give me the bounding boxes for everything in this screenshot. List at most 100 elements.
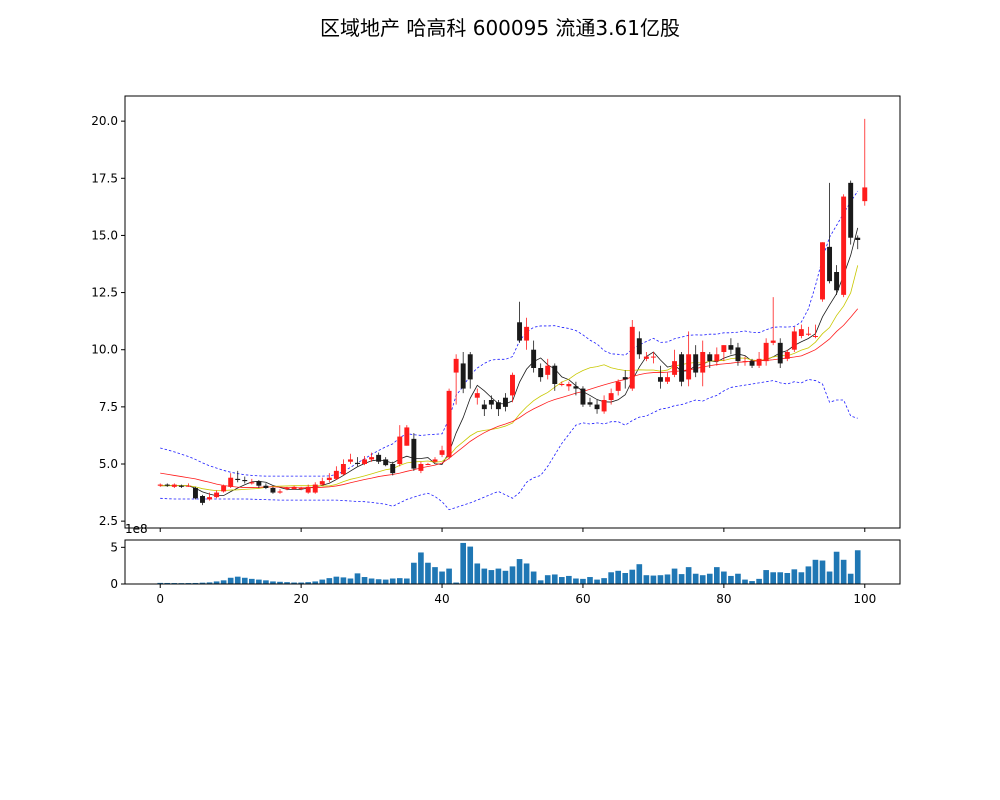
candle [207,492,213,501]
candle [502,393,508,412]
candle-body [411,438,417,469]
candle-body [559,384,565,385]
candle-body [538,368,544,378]
candle [834,265,840,295]
volume-bar [629,569,636,584]
volume-bar [791,569,798,584]
candle [841,194,847,298]
volume-bar [847,573,854,584]
volume-bar [812,559,819,584]
volume-x-tick-label: 20 [293,592,308,606]
candle [510,372,515,403]
candle-body [390,464,396,474]
volume-bar [396,578,403,584]
candle [474,388,480,405]
volume-bar [375,579,382,584]
candle-body [827,246,833,282]
candle [714,347,720,366]
volume-bar [650,575,657,584]
candle [524,317,530,350]
candle [573,381,579,396]
volume-bar [523,563,530,584]
candle [552,363,558,391]
candle [728,338,734,355]
candle-body [164,484,170,486]
candle-body [707,354,713,362]
candle-body [467,354,473,380]
candle-body [369,457,375,460]
candle [615,379,621,396]
candle [812,324,818,339]
candle [488,395,494,410]
candle-body [474,393,480,398]
candle [791,326,797,352]
candle [784,349,790,362]
volume-bar [685,567,692,584]
volume-bar [361,577,368,584]
candle-body [263,485,269,488]
candle-body [643,356,649,359]
price-y-tick-label: 15.0 [91,228,118,242]
price-y-tick-label: 17.5 [91,171,118,185]
candle [362,456,368,466]
candle-body [347,459,353,462]
candle-body [157,484,163,486]
volume-bar [573,578,579,584]
candle-body [841,196,847,295]
candle-body [587,402,593,405]
candle-body [657,377,663,382]
candle [495,400,501,416]
candle [312,482,318,494]
candle [319,477,325,486]
price-y-tick-label: 5.0 [99,457,118,471]
volume-y-tick-label: 5 [110,540,118,554]
candle-body [721,345,727,352]
candle-body [418,464,424,471]
candle-body [566,384,572,387]
candle-body [228,477,234,487]
volume-x-tick-label: 60 [575,592,590,606]
candle [622,370,628,389]
candle-body [185,485,191,487]
candle-body [355,462,360,464]
candle-body [277,491,283,493]
candle-body [221,485,227,492]
candle-body [545,365,551,375]
candle-body [812,336,818,337]
candle-body [235,478,241,480]
volume-bar [326,578,333,584]
candle-body [291,486,297,490]
volume-bar [347,578,354,584]
volume-bar [446,568,452,584]
candle [756,352,762,368]
volume-bar [418,552,424,584]
candle [397,425,403,467]
volume-bar [453,582,459,584]
candle [608,388,614,405]
candle-body [517,322,523,341]
volume-bar [312,581,319,584]
volume-bar [234,576,241,584]
price-y-tick-label: 2.5 [99,514,118,528]
volume-bar [608,572,614,584]
candle [263,483,269,490]
candle-body [735,347,741,362]
candle [798,324,804,339]
volume-bar [756,578,762,584]
candle-body [622,377,628,380]
candle [291,485,297,490]
candle-body [679,354,685,382]
volume-bar [439,571,445,584]
volume-x-tick-label: 40 [434,592,449,606]
candle [686,331,692,387]
candle-body [397,436,403,464]
candle [164,483,170,487]
volume-bar [340,577,347,584]
candle-body [820,242,825,300]
volume-bar [206,582,213,584]
candle [848,180,854,245]
volume-bar [256,579,262,584]
volume-bar [270,581,276,584]
volume-bar [643,575,650,584]
